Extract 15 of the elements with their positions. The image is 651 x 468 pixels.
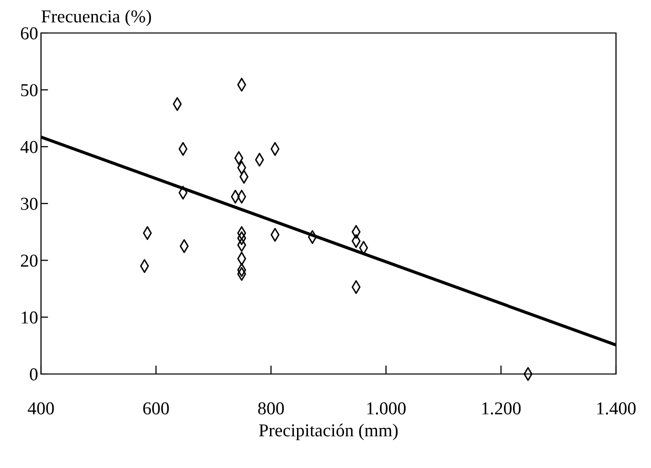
x-tick-label: 1.200	[482, 402, 521, 415]
x-tick-label: 400	[28, 402, 54, 414]
y-tick-label: 50	[21, 84, 38, 96]
y-tick-label: 30	[21, 198, 38, 210]
x-tick-label: 1.400	[597, 402, 636, 415]
y-tick-label: 0	[30, 368, 38, 380]
y-tick-label: 10	[22, 311, 38, 324]
x-tick-label: 1.000	[367, 402, 406, 415]
y-tick-label: 20	[20, 254, 38, 267]
y-tick-label: 40	[20, 140, 38, 154]
y-axis-title: Frecuencia (%)	[42, 10, 151, 26]
x-tick-label: 800	[258, 402, 284, 414]
x-tick-label: 600	[143, 402, 169, 414]
y-tick-label: 60	[20, 27, 38, 40]
x-axis-title: Precipitación (mm)	[259, 424, 398, 440]
